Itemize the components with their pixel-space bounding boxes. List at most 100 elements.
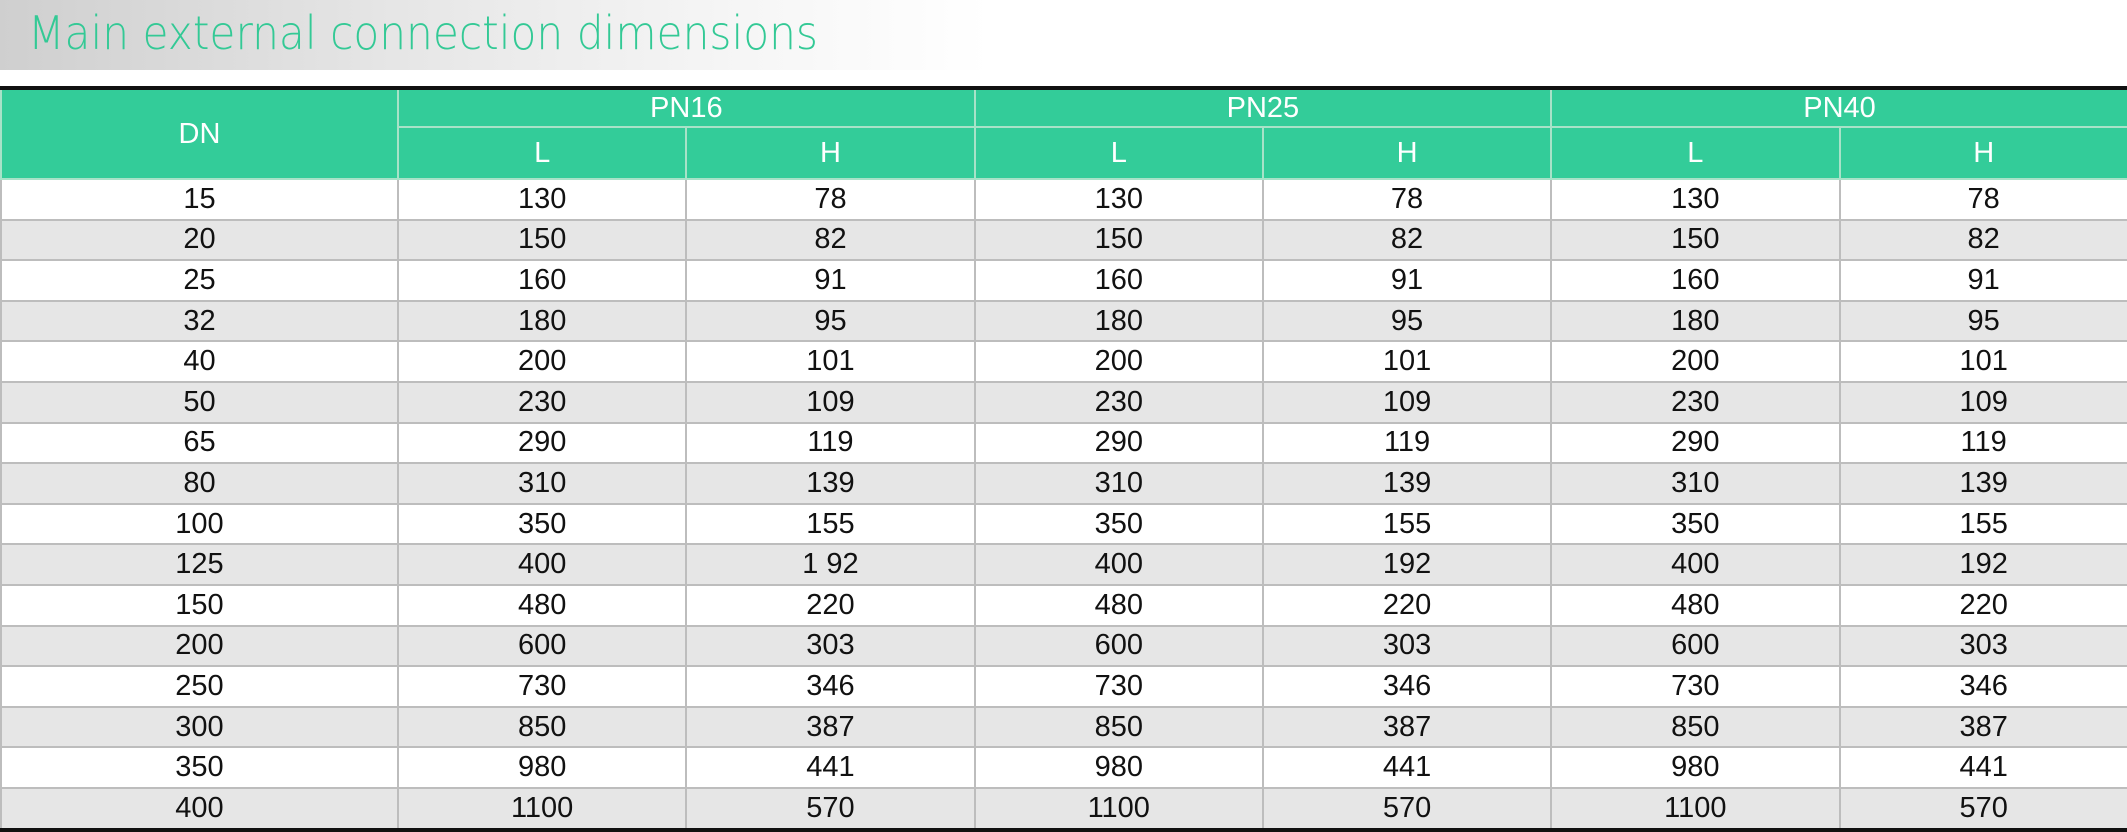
cell-value: 95: [1838, 299, 2127, 343]
cell-value: 850: [396, 705, 688, 749]
cell-value: 91: [1261, 259, 1553, 302]
table-row: 100 350 155 350 155 350 155: [0, 502, 2127, 546]
table-row: 50 230 109 230 109 230 109: [0, 380, 2127, 424]
cell-value: 220: [1261, 583, 1553, 627]
table-row: 150 480 220 480 220 480 220: [0, 583, 2127, 627]
cell-value: 109: [1838, 380, 2127, 424]
cell-value: 200: [396, 340, 688, 383]
cell-value: 400: [1550, 543, 1841, 586]
cell-value: 400: [973, 543, 1264, 586]
cell-value: 150: [1550, 218, 1841, 262]
table-row: 400 1100 570 1100 570 1100 570: [0, 786, 2127, 831]
cell-value: 441: [1838, 746, 2127, 789]
cell-value: 130: [396, 178, 688, 221]
cell-value: 139: [1261, 462, 1553, 505]
cell-value: 400: [396, 543, 688, 586]
cell-value: 139: [1838, 462, 2127, 505]
cell-value: 155: [1261, 502, 1553, 546]
cell-value: 480: [973, 583, 1264, 627]
cell-value: 160: [973, 259, 1264, 302]
cell-value: 346: [1261, 665, 1553, 708]
table-row: 300 850 387 850 387 850 387: [0, 705, 2127, 749]
cell-value: 230: [396, 380, 688, 424]
cell-value: 180: [396, 299, 688, 343]
cell-value: 441: [685, 746, 976, 789]
table-row: 32 180 95 180 95 180 95: [0, 299, 2127, 343]
cell-value: 95: [685, 299, 976, 343]
cell-value: 980: [396, 746, 688, 789]
cell-value: 82: [1261, 218, 1553, 262]
cell-dn: 20: [0, 218, 399, 262]
cell-dn: 150: [0, 583, 399, 627]
cell-value: 350: [1550, 502, 1841, 546]
cell-dn: 65: [0, 421, 399, 465]
header-l: L: [1550, 126, 1841, 180]
cell-value: 230: [973, 380, 1264, 424]
cell-value: 303: [685, 624, 976, 668]
cell-value: 350: [396, 502, 688, 546]
cell-value: 82: [1838, 218, 2127, 262]
cell-value: 290: [1550, 421, 1841, 465]
cell-value: 220: [685, 583, 976, 627]
cell-value: 220: [1838, 583, 2127, 627]
cell-value: 346: [1838, 665, 2127, 708]
cell-value: 600: [973, 624, 1264, 668]
cell-value: 303: [1261, 624, 1553, 668]
cell-value: 570: [685, 786, 976, 831]
cell-value: 850: [973, 705, 1264, 749]
cell-value: 480: [1550, 583, 1841, 627]
cell-value: 730: [396, 665, 688, 708]
cell-dn: 50: [0, 380, 399, 424]
header-l: L: [973, 126, 1264, 180]
cell-value: 230: [1550, 380, 1841, 424]
cell-value: 109: [1261, 380, 1553, 424]
cell-value: 192: [1838, 543, 2127, 586]
cell-value: 310: [396, 462, 688, 505]
table-row: 40 200 101 200 101 200 101: [0, 340, 2127, 383]
cell-value: 980: [973, 746, 1264, 789]
cell-dn: 100: [0, 502, 399, 546]
cell-value: 346: [685, 665, 976, 708]
table-row: 200 600 303 600 303 600 303: [0, 624, 2127, 668]
cell-value: 101: [1838, 340, 2127, 383]
cell-value: 78: [1261, 178, 1553, 221]
cell-value: 480: [396, 583, 688, 627]
cell-dn: 300: [0, 705, 399, 749]
title-band: [0, 0, 990, 70]
cell-value: 1100: [396, 786, 688, 831]
cell-value: 160: [1550, 259, 1841, 302]
cell-value: 119: [1838, 421, 2127, 465]
header-group-pn25: PN25: [973, 87, 1553, 128]
cell-dn: 350: [0, 746, 399, 789]
cell-dn: 250: [0, 665, 399, 708]
cell-value: 1100: [1550, 786, 1841, 831]
cell-value: 160: [396, 259, 688, 302]
table-row: 15 130 78 130 78 130 78: [0, 178, 2127, 221]
cell-value: 1 92: [685, 543, 976, 586]
header-group-pn16: PN16: [397, 87, 976, 128]
cell-value: 155: [685, 502, 976, 546]
cell-value: 290: [973, 421, 1264, 465]
cell-value: 95: [1261, 299, 1553, 343]
cell-value: 387: [1261, 705, 1553, 749]
cell-value: 600: [1550, 624, 1841, 668]
cell-value: 730: [1550, 665, 1841, 708]
page-title: Main external connection dimensions: [28, 6, 818, 60]
header-h: H: [685, 126, 976, 180]
cell-value: 109: [685, 380, 976, 424]
cell-value: 200: [1550, 340, 1841, 383]
cell-value: 570: [1261, 786, 1553, 831]
header-group-pn40: PN40: [1550, 87, 2127, 128]
table-body: 15 130 78 130 78 130 78 20 150 82 150 82 150 82 25 160 9…: [0, 178, 2127, 831]
cell-value: 150: [973, 218, 1264, 262]
cell-value: 310: [973, 462, 1264, 505]
cell-value: 119: [685, 421, 976, 465]
table-row: 25 160 91 160 91 160 91: [0, 259, 2127, 302]
cell-value: 192: [1261, 543, 1553, 586]
cell-value: 130: [1550, 178, 1841, 221]
cell-value: 101: [685, 340, 976, 383]
cell-value: 290: [396, 421, 688, 465]
table-row: 80 310 139 310 139 310 139: [0, 462, 2127, 505]
table-row: 250 730 346 730 346 730 346: [0, 665, 2127, 708]
cell-value: 180: [1550, 299, 1841, 343]
